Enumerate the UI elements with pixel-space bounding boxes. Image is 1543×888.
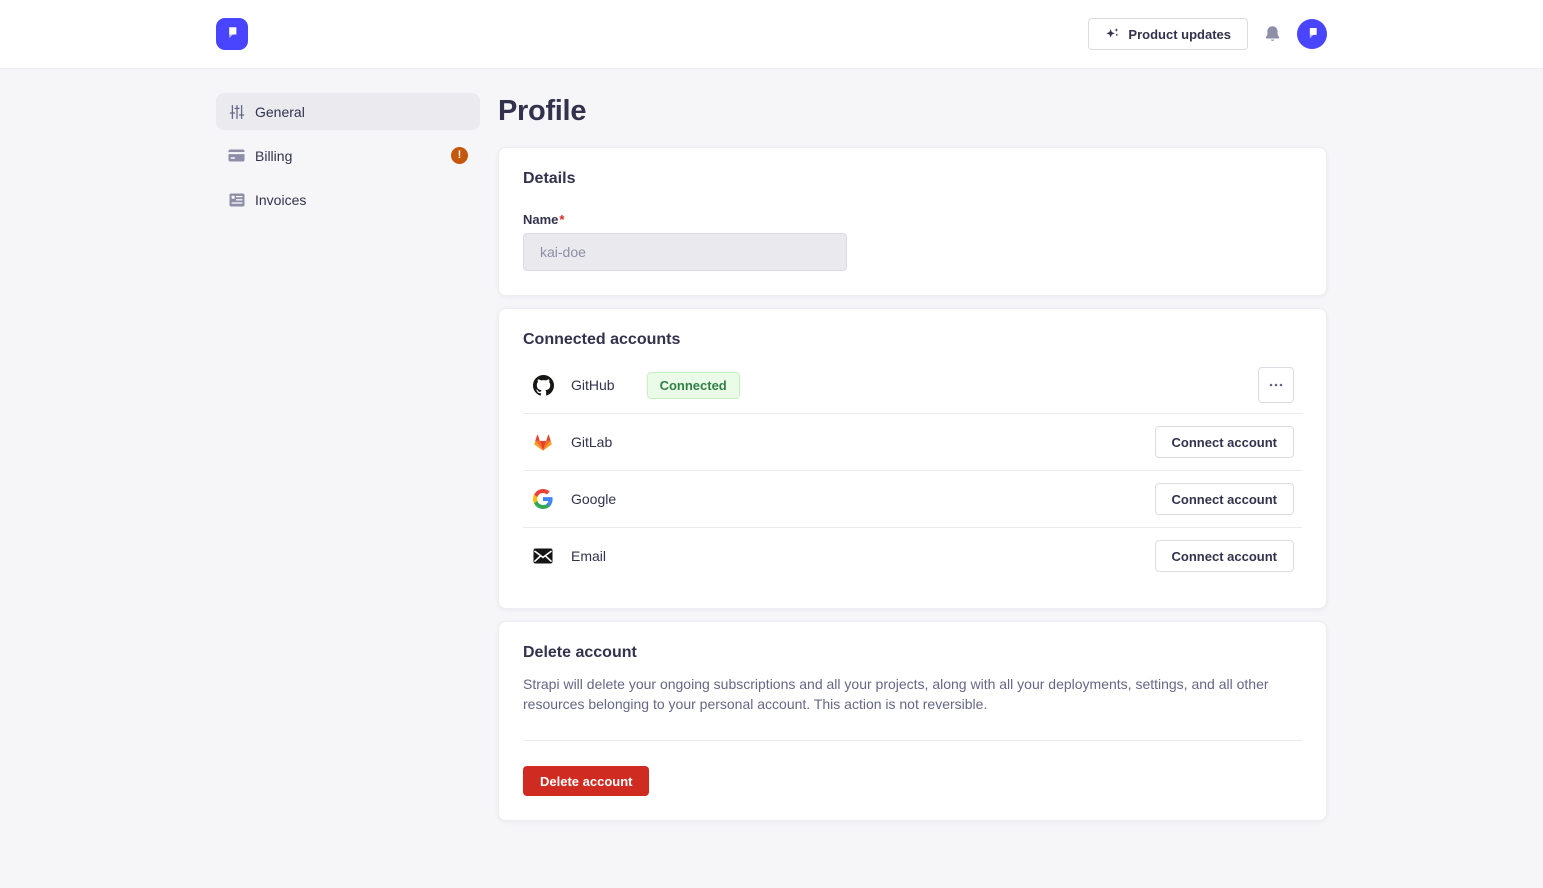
receipt-icon bbox=[228, 193, 245, 207]
details-heading: Details bbox=[523, 170, 576, 187]
settings-sidebar: General Billing ! bbox=[216, 93, 480, 821]
header-actions: Product updates bbox=[1088, 18, 1327, 50]
strapi-logomark-icon bbox=[222, 22, 242, 47]
ellipsis-icon bbox=[1269, 383, 1283, 387]
sidebar-item-billing[interactable]: Billing ! bbox=[216, 137, 480, 174]
name-field-group: Name* bbox=[523, 211, 1302, 271]
delete-account-description: Strapi will delete your ongoing subscrip… bbox=[523, 676, 1269, 712]
google-connect-account-button[interactable]: Connect account bbox=[1154, 483, 1294, 515]
email-connect-account-button[interactable]: Connect account bbox=[1154, 540, 1294, 572]
github-more-options-button[interactable] bbox=[1258, 367, 1294, 403]
credit-card-icon bbox=[228, 149, 245, 162]
gitlab-icon bbox=[532, 432, 554, 453]
connected-status-badge: Connected bbox=[646, 371, 740, 399]
email-icon bbox=[532, 548, 554, 564]
sidebar-item-label: Invoices bbox=[255, 191, 307, 208]
delete-account-button[interactable]: Delete account bbox=[523, 766, 650, 796]
sidebar-item-general[interactable]: General bbox=[216, 93, 480, 130]
profile-main: Profile Details Name* Connected accounts bbox=[498, 93, 1327, 821]
details-card: Details Name* bbox=[498, 147, 1327, 296]
gitlab-connect-account-button[interactable]: Connect account bbox=[1154, 426, 1294, 458]
page-title: Profile bbox=[498, 95, 587, 127]
name-label: Name* bbox=[523, 212, 565, 227]
provider-name: GitLab bbox=[571, 434, 613, 450]
sidebar-item-label: General bbox=[255, 103, 305, 120]
required-marker: * bbox=[559, 212, 565, 227]
avatar-strapi-logomark-icon bbox=[1303, 23, 1322, 45]
account-row-google: Google Connect account bbox=[523, 471, 1302, 528]
github-icon bbox=[532, 374, 554, 396]
page-content: General Billing ! bbox=[216, 69, 1327, 821]
product-updates-label: Product updates bbox=[1128, 26, 1231, 42]
google-icon bbox=[532, 489, 554, 509]
divider bbox=[523, 740, 1302, 741]
sliders-icon bbox=[228, 104, 245, 120]
sidebar-item-label: Billing bbox=[255, 147, 293, 164]
notifications-button[interactable] bbox=[1264, 25, 1281, 43]
bell-icon bbox=[1264, 25, 1281, 43]
user-avatar[interactable] bbox=[1297, 19, 1327, 49]
delete-account-card: Delete account Strapi will delete your o… bbox=[498, 621, 1327, 821]
provider-name: Email bbox=[571, 548, 607, 564]
connected-accounts-card: Connected accounts GitHub Connected bbox=[498, 308, 1327, 609]
delete-account-heading: Delete account bbox=[523, 644, 637, 661]
provider-name: Google bbox=[571, 491, 617, 507]
sparkle-icon bbox=[1105, 27, 1120, 42]
strapi-logo[interactable] bbox=[216, 18, 248, 50]
provider-name: GitHub bbox=[571, 377, 615, 393]
account-row-github: GitHub Connected bbox=[523, 357, 1302, 414]
account-row-email: Email Connect account bbox=[523, 528, 1302, 584]
account-row-gitlab: GitLab Connect account bbox=[523, 414, 1302, 471]
name-input[interactable] bbox=[523, 233, 847, 271]
accounts-list: GitHub Connected bbox=[523, 357, 1302, 584]
app-header: Product updates bbox=[0, 0, 1543, 69]
billing-warning-badge: ! bbox=[451, 147, 468, 164]
connected-accounts-heading: Connected accounts bbox=[523, 331, 681, 348]
product-updates-button[interactable]: Product updates bbox=[1088, 18, 1248, 50]
sidebar-item-invoices[interactable]: Invoices bbox=[216, 181, 480, 218]
